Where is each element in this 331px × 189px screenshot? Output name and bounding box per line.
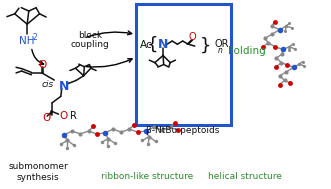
Text: O: O bbox=[59, 111, 68, 121]
Text: O: O bbox=[39, 60, 47, 70]
Text: NH: NH bbox=[19, 36, 35, 46]
Text: {: { bbox=[147, 36, 158, 54]
Text: Ac: Ac bbox=[140, 40, 153, 50]
Bar bbox=[136, 5, 231, 125]
FancyArrowPatch shape bbox=[86, 59, 132, 67]
Text: synthesis: synthesis bbox=[17, 173, 59, 182]
Text: N: N bbox=[59, 80, 69, 93]
Text: n: n bbox=[218, 46, 223, 55]
Text: submonomer: submonomer bbox=[8, 162, 68, 171]
Text: 2: 2 bbox=[32, 33, 37, 42]
Text: }: } bbox=[200, 36, 211, 54]
Text: cis: cis bbox=[42, 80, 54, 89]
Text: O: O bbox=[42, 113, 50, 123]
Text: β-⁠NtBu peptoids: β-⁠NtBu peptoids bbox=[146, 126, 219, 135]
Text: R: R bbox=[70, 111, 77, 121]
Text: N: N bbox=[158, 38, 168, 51]
FancyArrowPatch shape bbox=[32, 49, 44, 65]
Text: block: block bbox=[78, 31, 102, 40]
Text: Folding: Folding bbox=[228, 46, 266, 56]
Text: OR: OR bbox=[214, 39, 229, 49]
Text: coupling: coupling bbox=[71, 40, 110, 49]
FancyArrowPatch shape bbox=[86, 31, 132, 37]
Text: O: O bbox=[189, 32, 196, 42]
Text: helical structure: helical structure bbox=[209, 172, 282, 181]
Text: ribbon-like structure: ribbon-like structure bbox=[101, 172, 194, 181]
